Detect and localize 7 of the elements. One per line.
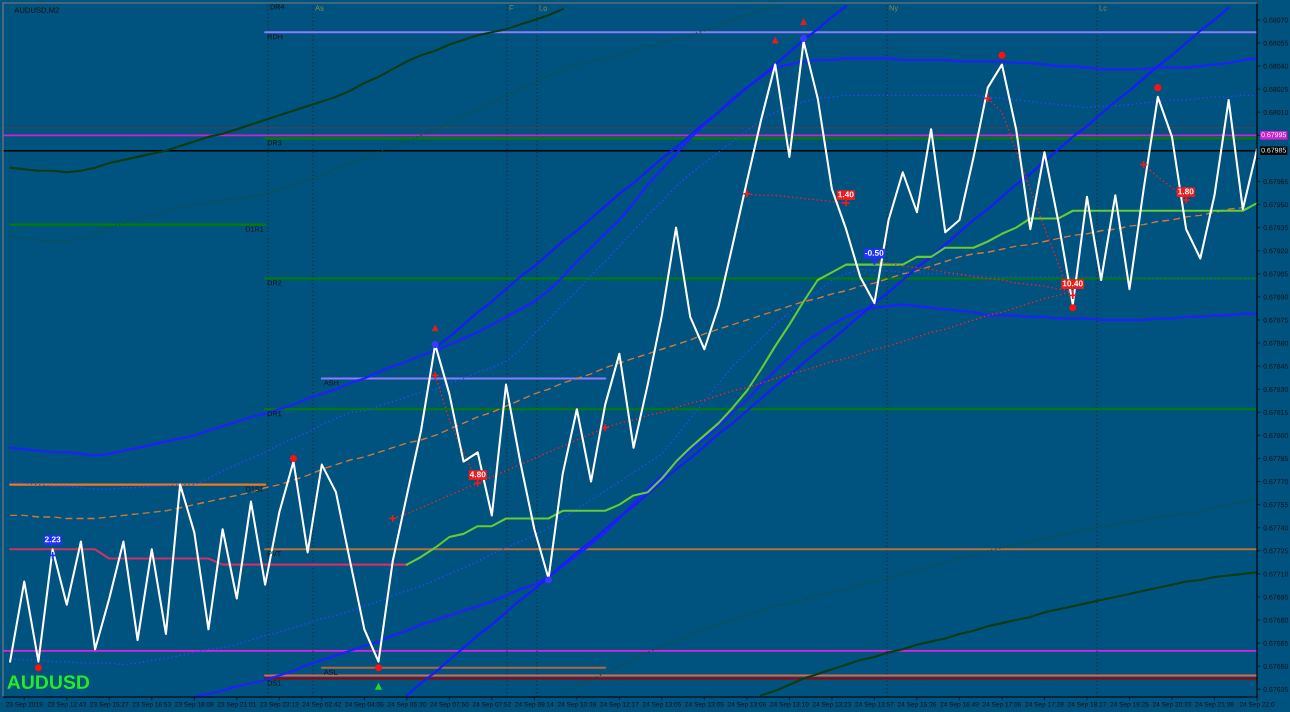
annotation: 1.40 bbox=[838, 191, 854, 198]
annotation: 4.80 bbox=[469, 471, 486, 478]
annotation: -0.50 bbox=[865, 249, 884, 256]
annotation: 1.80 bbox=[1178, 188, 1194, 195]
annotation: 10.40 bbox=[1062, 280, 1083, 287]
annotation: AUDUSD bbox=[7, 675, 90, 689]
annotation: 2.23 bbox=[44, 536, 61, 543]
